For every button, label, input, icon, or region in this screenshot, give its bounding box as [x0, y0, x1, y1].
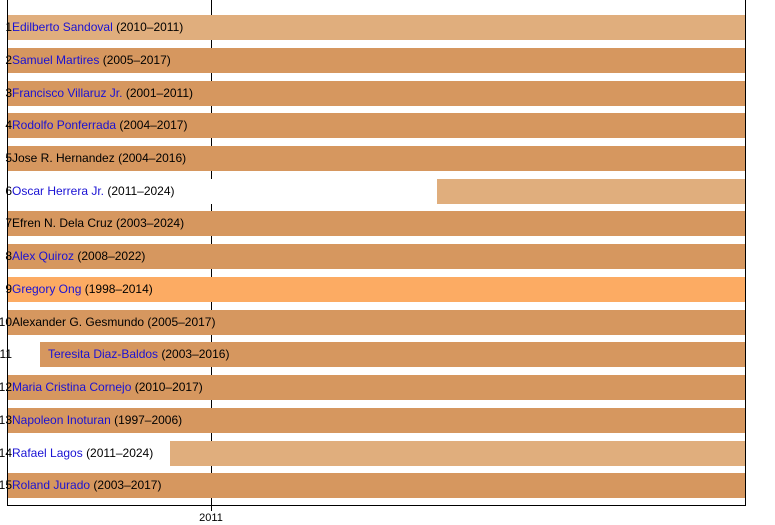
person-name: Efren N. Dela Cruz — [12, 216, 113, 230]
row-number: 8 — [5, 249, 12, 263]
person-name: Jose R. Hernandez — [12, 151, 115, 165]
person-period: (2008–2022) — [77, 249, 146, 263]
person-name-link[interactable]: Napoleon Inoturan — [12, 413, 111, 427]
row-number: 6 — [5, 184, 12, 198]
person-name-link[interactable]: Oscar Herrera Jr. — [12, 184, 105, 198]
row-number: 2 — [5, 53, 12, 67]
person-label: Alexander G. Gesmundo (2005–2017) — [12, 310, 215, 335]
person-period: (2001–2011) — [125, 86, 193, 100]
timeline-row: 10 Alexander G. Gesmundo (2005–2017) — [0, 310, 745, 335]
tenure-bar — [8, 473, 745, 498]
tenure-bar — [8, 244, 745, 269]
person-name-link[interactable]: Francisco Villaruz Jr. — [12, 86, 123, 100]
row-number: 12 — [0, 380, 12, 394]
person-label: Samuel Martires (2005–2017) — [12, 48, 171, 73]
tenure-bar — [170, 441, 745, 466]
person-name-link[interactable]: Gregory Ong — [12, 282, 82, 296]
person-label: Teresita Diaz-Baldos (2003–2016) — [48, 342, 229, 367]
person-label: Rafael Lagos (2011–2024) — [12, 441, 153, 466]
person-name-link[interactable]: Samuel Martires — [12, 53, 100, 67]
timeline-row: 1 Edilberto Sandoval (2010–2011) — [5, 15, 745, 40]
tenure-bar — [8, 211, 745, 236]
row-number: 15 — [0, 478, 12, 492]
person-name-link[interactable]: Maria Cristina Cornejo — [12, 380, 132, 394]
person-name-link[interactable]: Alex Quiroz — [12, 249, 75, 263]
timeline-row: 14 Rafael Lagos (2011–2024) — [0, 441, 745, 466]
tenure-bar — [8, 113, 745, 138]
row-number: 11 — [0, 347, 12, 361]
row-number: 10 — [0, 315, 12, 329]
person-label: Napoleon Inoturan (1997–2006) — [12, 408, 182, 433]
person-name-link[interactable]: Rafael Lagos — [12, 446, 83, 460]
person-label: Francisco Villaruz Jr. (2001–2011) — [12, 81, 193, 106]
x-tick-label-2011: 2011 — [199, 512, 223, 524]
timeline-row: 8 Alex Quiroz (2008–2022) — [5, 244, 745, 269]
tenure-bar — [8, 277, 745, 302]
tenure-bar — [8, 48, 745, 73]
timeline-row: 12 Maria Cristina Cornejo (2010–2017) — [0, 375, 745, 400]
timeline-row: 11 Teresita Diaz-Baldos (2003–2016) — [0, 342, 745, 367]
person-period: (2004–2016) — [118, 151, 187, 165]
timeline-row: 9 Gregory Ong (1998–2014) — [5, 277, 745, 302]
timeline-row: 4 Rodolfo Ponferrada (2004–2017) — [5, 113, 745, 138]
axis-right-spine — [745, 0, 746, 505]
row-number: 14 — [0, 446, 12, 460]
person-label: Roland Jurado (2003–2017) — [12, 473, 161, 498]
person-label: Gregory Ong (1998–2014) — [12, 277, 153, 302]
person-period: (2010–2017) — [134, 380, 203, 394]
row-number: 1 — [5, 20, 12, 34]
tenure-bar — [8, 408, 745, 433]
person-label: Alex Quiroz (2008–2022) — [12, 244, 145, 269]
row-number: 7 — [5, 216, 12, 230]
row-number: 13 — [0, 413, 12, 427]
person-label: Maria Cristina Cornejo (2010–2017) — [12, 375, 203, 400]
tenure-bar — [437, 179, 745, 204]
person-period: (1997–2006) — [114, 413, 183, 427]
row-number: 9 — [5, 282, 12, 296]
person-period: (2010–2011) — [116, 20, 184, 34]
row-number: 3 — [5, 86, 12, 100]
tenure-bar — [8, 15, 745, 40]
person-label: Rodolfo Ponferrada (2004–2017) — [12, 113, 187, 138]
timeline-row: 3 Francisco Villaruz Jr. (2001–2011) — [5, 81, 745, 106]
person-period: (2003–2016) — [161, 347, 230, 361]
person-name-link[interactable]: Teresita Diaz-Baldos — [48, 347, 159, 361]
tenure-bar — [40, 342, 745, 367]
x-axis-bottom-spine — [7, 505, 746, 506]
person-period: (2005–2017) — [147, 315, 216, 329]
tenure-bar — [8, 146, 745, 171]
y-axis-left-spine — [7, 0, 8, 505]
tenure-bar — [8, 375, 745, 400]
person-label: Edilberto Sandoval (2010–2011) — [12, 15, 183, 40]
person-name-link[interactable]: Roland Jurado — [12, 478, 91, 492]
timeline-row: 13 Napoleon Inoturan (1997–2006) — [0, 408, 745, 433]
timeline-row: 6 Oscar Herrera Jr. (2011–2024) — [5, 179, 745, 204]
timeline-row: 15 Roland Jurado (2003–2017) — [0, 473, 745, 498]
person-period: (2011–2024) — [86, 446, 154, 460]
person-name-link[interactable]: Edilberto Sandoval — [12, 20, 113, 34]
person-period: (1998–2014) — [84, 282, 153, 296]
person-label: Oscar Herrera Jr. (2011–2024) — [12, 179, 175, 204]
person-period: (2003–2024) — [116, 216, 185, 230]
tenure-bar — [8, 310, 745, 335]
person-period: (2003–2017) — [93, 478, 162, 492]
row-number: 4 — [5, 118, 12, 132]
person-period: (2011–2024) — [107, 184, 175, 198]
person-name-link[interactable]: Rodolfo Ponferrada — [12, 118, 117, 132]
row-number: 5 — [5, 151, 12, 165]
timeline-row: 7 Efren N. Dela Cruz (2003–2024) — [5, 211, 745, 236]
timeline-row: 5 Jose R. Hernandez (2004–2016) — [5, 146, 745, 171]
person-label: Efren N. Dela Cruz (2003–2024) — [12, 211, 184, 236]
timeline-row: 2 Samuel Martires (2005–2017) — [5, 48, 745, 73]
person-period: (2004–2017) — [119, 118, 188, 132]
tenure-bar — [8, 81, 745, 106]
person-period: (2005–2017) — [102, 53, 171, 67]
person-name: Alexander G. Gesmundo — [12, 315, 145, 329]
x-tick-2011 — [211, 505, 212, 511]
person-label: Jose R. Hernandez (2004–2016) — [12, 146, 186, 171]
